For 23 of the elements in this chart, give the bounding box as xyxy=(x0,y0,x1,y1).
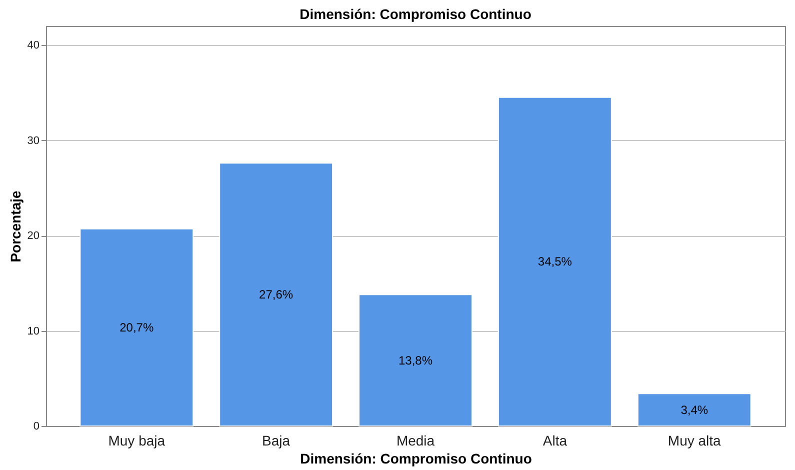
data-label: 27,6% xyxy=(259,288,294,302)
x-axis-title: Dimensión: Compromiso Continuo xyxy=(300,450,532,466)
bar xyxy=(219,162,334,426)
y-tick-label: 10 xyxy=(27,325,40,338)
x-tick-label: Muy baja xyxy=(108,432,166,448)
bar xyxy=(637,393,752,426)
y-tick-label: 40 xyxy=(27,40,40,52)
data-label: 3,4% xyxy=(680,402,708,417)
x-tick-label: Media xyxy=(396,432,435,448)
x-tick-label: Baja xyxy=(262,432,290,448)
bar xyxy=(80,228,194,426)
y-tick-label: 0 xyxy=(33,420,40,432)
x-tick-label: Muy alta xyxy=(668,432,722,448)
bar xyxy=(358,294,472,426)
y-tick-label: 30 xyxy=(27,134,40,147)
bar xyxy=(498,96,612,426)
data-label: 13,8% xyxy=(398,353,433,368)
chart-title: Dimensión: Compromiso Continuo xyxy=(300,6,532,22)
data-label: 34,5% xyxy=(538,254,572,269)
data-label: 20,7% xyxy=(120,320,154,334)
x-tick-label: Alta xyxy=(542,432,568,448)
y-axis-title: Porcentaje xyxy=(7,190,24,262)
y-tick-label: 20 xyxy=(27,230,40,242)
